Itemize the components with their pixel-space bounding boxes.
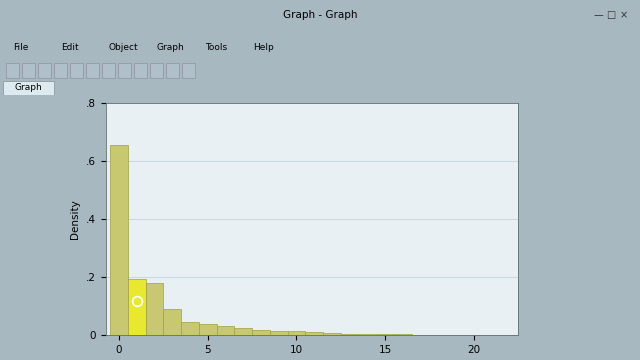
Bar	[128, 279, 145, 335]
Bar	[287, 331, 305, 335]
Text: Edit: Edit	[61, 43, 79, 52]
Text: Graph - Graph: Graph - Graph	[283, 10, 357, 20]
Bar	[86, 63, 99, 78]
Bar	[134, 63, 147, 78]
Bar	[70, 63, 83, 78]
Bar	[216, 326, 234, 335]
Text: □: □	[607, 10, 616, 20]
Bar	[145, 283, 163, 335]
Bar	[182, 63, 195, 78]
Bar	[181, 322, 199, 335]
Bar	[234, 328, 252, 335]
Bar	[358, 334, 376, 335]
Bar	[323, 333, 341, 335]
Y-axis label: Density: Density	[70, 199, 81, 239]
Text: Help: Help	[253, 43, 273, 52]
Bar	[102, 63, 115, 78]
Bar	[166, 63, 179, 78]
Bar	[6, 63, 19, 78]
Text: —: —	[593, 10, 604, 20]
Bar	[150, 63, 163, 78]
Bar	[38, 63, 51, 78]
Bar	[394, 334, 412, 335]
Bar	[341, 334, 358, 335]
Bar	[22, 63, 35, 78]
Bar	[110, 145, 128, 335]
Bar	[305, 333, 323, 335]
Text: Graph: Graph	[157, 43, 184, 52]
Text: Tools: Tools	[205, 43, 227, 52]
Text: Graph: Graph	[15, 83, 43, 92]
Bar	[54, 63, 67, 78]
Bar	[376, 334, 394, 335]
Bar	[118, 63, 131, 78]
Text: ×: ×	[620, 10, 628, 20]
Bar	[199, 324, 216, 335]
Text: Object: Object	[109, 43, 138, 52]
Bar	[3, 81, 54, 95]
Bar	[270, 331, 287, 335]
Bar	[252, 330, 270, 335]
Bar	[163, 309, 181, 335]
Text: File: File	[13, 43, 28, 52]
